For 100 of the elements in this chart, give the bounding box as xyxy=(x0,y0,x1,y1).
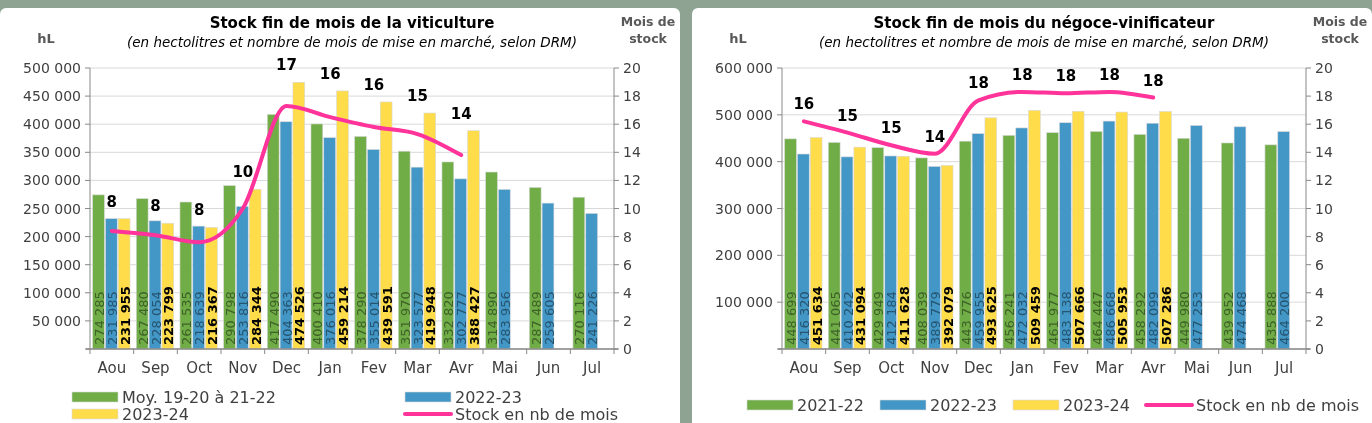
x-tick-label: Mar xyxy=(403,359,433,377)
data-label: 261 535 xyxy=(179,291,195,345)
data-label: 474 468 xyxy=(1233,291,1249,345)
data-label: 18 xyxy=(1055,67,1077,86)
y-tick-label: 300 000 xyxy=(23,172,81,189)
y2-axis-title: Mois de stock xyxy=(620,14,676,46)
data-label: 15 xyxy=(837,106,858,125)
data-label: 287 489 xyxy=(528,291,544,345)
y-tick-label: 500 000 xyxy=(715,106,773,123)
y2-axis-title: Mois de stock xyxy=(1312,14,1368,46)
x-tick-label: Dec xyxy=(963,359,994,377)
x-tick-label: Sep xyxy=(833,359,862,377)
data-label: 16 xyxy=(319,64,341,83)
x-tick-label: Dec xyxy=(271,359,302,377)
data-label: 459 955 xyxy=(971,291,987,345)
data-label: 417 490 xyxy=(266,291,282,345)
y2-tick-label: 2 xyxy=(623,312,632,329)
y-tick-label: 50 000 xyxy=(32,312,81,329)
y2-tick-label: 14 xyxy=(1315,144,1333,161)
y-tick-label: 450 000 xyxy=(23,88,81,105)
data-label: 259 605 xyxy=(541,291,557,345)
data-label: 323 577 xyxy=(410,291,426,345)
chart-subtitle: (en hectolitres et nombre de mois de mise en marché, selon DRM) xyxy=(818,34,1270,50)
data-label: 429 949 xyxy=(871,291,887,345)
x-tick-label: Oct xyxy=(878,359,905,377)
data-label: 18 xyxy=(1011,65,1033,84)
data-label: 8 xyxy=(193,201,205,220)
data-label: 10 xyxy=(232,163,254,182)
data-label: 400 410 xyxy=(310,291,326,345)
data-label: 505 953 xyxy=(1115,286,1131,345)
data-label: 223 799 xyxy=(161,286,177,345)
y2-tick-label: 14 xyxy=(623,144,641,161)
x-tick-label: Jun xyxy=(1227,359,1253,377)
data-label: 332 820 xyxy=(441,291,457,345)
legend-label: Moy. 19-20 à 21-22 xyxy=(122,388,276,407)
data-label: 474 526 xyxy=(292,286,308,345)
x-tick-label: Jun xyxy=(535,359,561,377)
data-label: 18 xyxy=(968,74,989,93)
y2-tick-label: 20 xyxy=(623,60,641,76)
data-label: 8 xyxy=(106,192,118,211)
data-label: 435 888 xyxy=(1264,291,1280,345)
y-tick-label: 500 000 xyxy=(23,60,81,76)
data-label: 456 241 xyxy=(1002,291,1018,345)
x-tick-label: Mar xyxy=(1095,359,1125,377)
data-label: 18 xyxy=(1099,65,1120,84)
x-tick-label: Avr xyxy=(1140,359,1167,377)
y-tick-label: 600 000 xyxy=(715,60,773,76)
y-tick-label: 400 000 xyxy=(23,116,81,133)
data-label: 267 480 xyxy=(135,291,151,345)
data-label: 410 242 xyxy=(840,291,856,345)
data-label: 17 xyxy=(276,56,297,75)
legend-label: 2022-23 xyxy=(930,396,997,415)
y2-tick-label: 18 xyxy=(623,88,641,105)
y-tick-label: 400 000 xyxy=(715,153,773,170)
y2-tick-label: 16 xyxy=(623,116,641,133)
data-label: 507 666 xyxy=(1071,286,1087,345)
data-label: 14 xyxy=(924,127,946,146)
y2-tick-label: 2 xyxy=(1315,312,1324,329)
y2-tick-label: 6 xyxy=(623,256,632,273)
data-label: 493 625 xyxy=(984,286,1000,345)
legend-label: 2022-23 xyxy=(455,388,522,407)
data-label: 270 116 xyxy=(572,291,588,345)
data-label: 443 776 xyxy=(958,291,974,345)
y2-tick-label: 0 xyxy=(623,341,632,357)
x-tick-label: Jul xyxy=(582,359,602,377)
y2-tick-label: 20 xyxy=(1315,60,1333,76)
y2-tick-label: 12 xyxy=(623,172,641,189)
data-label: 441 065 xyxy=(827,291,843,345)
data-label: 16 xyxy=(793,95,815,114)
data-label: 241 226 xyxy=(585,291,601,345)
data-label: 228 054 xyxy=(148,291,164,345)
data-label: 231 955 xyxy=(117,286,133,345)
data-label: 458 292 xyxy=(1133,291,1149,345)
data-label: 16 xyxy=(363,75,385,94)
data-label: 15 xyxy=(880,119,902,138)
legend-label: 2023-24 xyxy=(122,405,189,423)
x-tick-label: Mai xyxy=(491,359,518,377)
y-tick-label: 200 000 xyxy=(23,228,81,245)
data-label: 419 948 xyxy=(423,286,439,345)
x-tick-label: Oct xyxy=(186,359,213,377)
y2-tick-label: 18 xyxy=(1315,88,1333,105)
x-tick-label: Aou xyxy=(97,359,127,377)
y-tick-label: 300 000 xyxy=(715,200,773,217)
x-tick-label: Nov xyxy=(228,359,258,377)
y2-tick-label: 4 xyxy=(1315,284,1324,301)
y2-tick-label: 4 xyxy=(623,284,632,301)
y-tick-label: 250 000 xyxy=(23,200,81,217)
y-axis-title: hL xyxy=(729,31,747,46)
legend-label: Stock en nb de mois xyxy=(1196,396,1360,415)
y-tick-label: 100 000 xyxy=(715,294,773,311)
x-tick-label: Jan xyxy=(1009,359,1034,377)
data-label: 15 xyxy=(407,86,428,105)
data-label: 439 591 xyxy=(379,286,395,345)
x-tick-label: Avr xyxy=(448,359,475,377)
legend-label: Stock en nb de mois xyxy=(455,405,619,423)
y2-tick-label: 10 xyxy=(1315,200,1333,217)
data-label: 486 668 xyxy=(1102,291,1118,345)
x-tick-label: Jan xyxy=(317,359,342,377)
x-tick-label: Mai xyxy=(1183,359,1210,377)
x-tick-label: Nov xyxy=(920,359,950,377)
